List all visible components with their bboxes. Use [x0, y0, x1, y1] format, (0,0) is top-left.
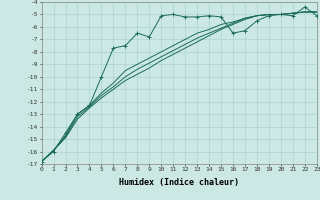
X-axis label: Humidex (Indice chaleur): Humidex (Indice chaleur) [119, 178, 239, 187]
